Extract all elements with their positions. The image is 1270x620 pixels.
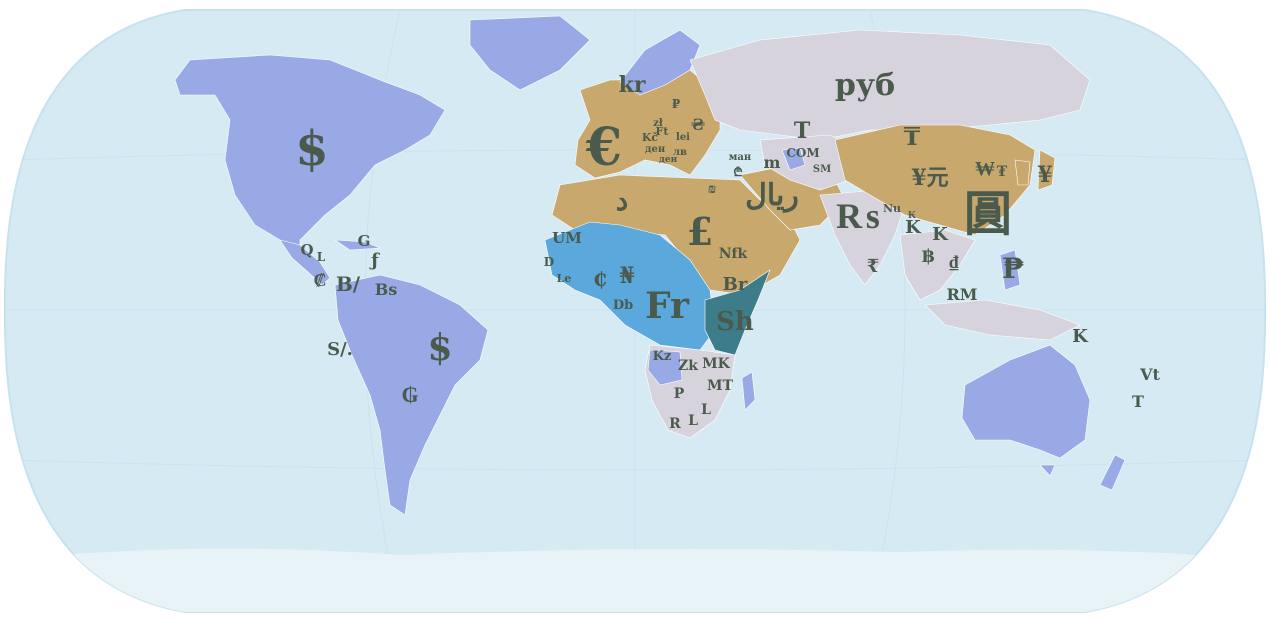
symbol-ruble: руб [835, 68, 895, 103]
japan-land [1037, 149, 1056, 191]
symbol-balboa: B/ [336, 272, 361, 296]
symbol-vatu: Vt [1139, 365, 1160, 384]
central-asia-land [759, 134, 861, 191]
currency-symbols: $ $ € kr руб £ Fr Sh ₨ 圓 ₱ ₸ T ₮ ¥元 ₩ ¥ … [295, 68, 1160, 432]
symbol-pula: P [674, 386, 685, 402]
symbol-lilangeni: L [701, 402, 711, 418]
symbol-yuan-kanji: 圓 [964, 186, 1012, 242]
symbol-lempira: L [317, 250, 326, 264]
symbol-riyal: ريال [745, 178, 799, 213]
central-america-land [279, 239, 331, 286]
symbol-kina: K [1072, 326, 1089, 347]
south-america-land [334, 274, 489, 516]
symbol-kip-small: ₭ [908, 210, 916, 221]
angola-land [647, 349, 683, 386]
symbol-us-dollar: $ [295, 121, 328, 177]
symbol-lari: ₾ [733, 165, 742, 179]
philippines-land [999, 249, 1021, 291]
symbol-ouguiya: UM [552, 229, 582, 247]
symbol-dobra: Db [613, 298, 633, 313]
antarctica-land [5, 548, 1265, 612]
symbol-dinar: د [616, 184, 628, 217]
symbol-kwanza: Kz [653, 349, 672, 364]
symbol-shilling: Sh [716, 307, 754, 337]
symbol-guarani: ₲ [401, 382, 418, 408]
symbol-sol: S/. [327, 339, 353, 360]
symbol-forint: Ft [656, 125, 670, 138]
caribbean-land [333, 239, 381, 251]
symbol-metical: MT [707, 378, 733, 394]
russia-land [689, 29, 1091, 141]
symbol-kip: K [932, 224, 949, 245]
symbol-franc: Fr [645, 285, 690, 327]
symbol-rupee-in: ₹ [867, 256, 880, 277]
symbol-somoni: SM [813, 164, 831, 175]
symbol-yen: ¥ [1037, 162, 1052, 188]
symbol-bolivar: Bs [375, 280, 398, 299]
symbol-tenge-t: T [794, 118, 811, 144]
symbol-ruble-be: ₽ [672, 97, 681, 111]
symbol-baht: ฿ [922, 246, 935, 267]
symbol-manat-az: m [764, 153, 781, 172]
symbol-ngultrum: Nu [883, 202, 901, 215]
scandinavia-land [619, 29, 701, 96]
symbol-manat: ман [729, 152, 752, 163]
symbol-rand: R [669, 416, 681, 432]
symbol-euro: € [585, 117, 622, 178]
symbol-som-kg: COM [786, 146, 819, 160]
symbol-leone: Le [557, 272, 572, 285]
symbol-denar: ден [645, 144, 665, 155]
symbol-yen-yuan: ¥元 [911, 165, 948, 191]
symbol-kyat: K [905, 217, 922, 238]
symbol-florin: ƒ [369, 250, 380, 271]
symbol-peso-ph: ₱ [1002, 252, 1024, 285]
symbol-naira: ₦ [619, 263, 634, 289]
symbol-malawi-kwacha: MK [702, 356, 730, 372]
symbol-lev: лв [673, 147, 687, 158]
australia-land [961, 344, 1091, 459]
symbol-pound: £ [687, 209, 713, 254]
caspian-land [781, 147, 806, 171]
symbol-quetzal: Q [300, 241, 313, 259]
symbol-koruna: Kč [642, 131, 659, 144]
symbol-zambia-kwacha: Zk [678, 358, 698, 374]
symbol-ringgit: RM [946, 285, 977, 304]
greenland [469, 15, 591, 91]
tasmania-land [1039, 464, 1056, 477]
symbol-dalasi: D [544, 255, 554, 269]
indonesia-land [924, 299, 1081, 341]
symbol-cedi: ₵ [593, 267, 607, 291]
symbol-zloty: zł [653, 118, 663, 129]
symbol-tenge: ₸ [904, 122, 921, 151]
symbol-gourde: G [358, 232, 371, 250]
symbol-brazil-dollar: $ [427, 327, 452, 369]
symbol-tala: T [1132, 392, 1144, 411]
symbol-shekel: ₪ [708, 181, 717, 197]
symbol-nakfa: Nfk [719, 246, 748, 262]
symbol-colon: ₡ [314, 270, 327, 291]
symbol-hryvnia: ₴ [691, 115, 705, 134]
east-africa-land [704, 269, 771, 356]
symbol-leu: lei [676, 132, 690, 143]
symbol-dong: ₫ [949, 252, 959, 273]
symbol-rupee: ₨ [836, 195, 880, 237]
china-land [834, 124, 1036, 236]
symbol-dinar-rs: ден [659, 155, 678, 165]
symbol-birr: Br [723, 274, 748, 295]
symbol-tugrik: ₮ [997, 161, 1008, 180]
symbol-loti: L [688, 413, 698, 429]
north-america-land [174, 54, 446, 256]
new-zealand-land [1099, 454, 1126, 491]
southeast-asia-land [899, 229, 976, 301]
madagascar-land [741, 371, 756, 411]
west-africa-land [544, 221, 716, 351]
korea-land [1014, 159, 1031, 186]
symbol-won: ₩ [975, 156, 995, 180]
symbol-krona: kr [619, 72, 646, 98]
